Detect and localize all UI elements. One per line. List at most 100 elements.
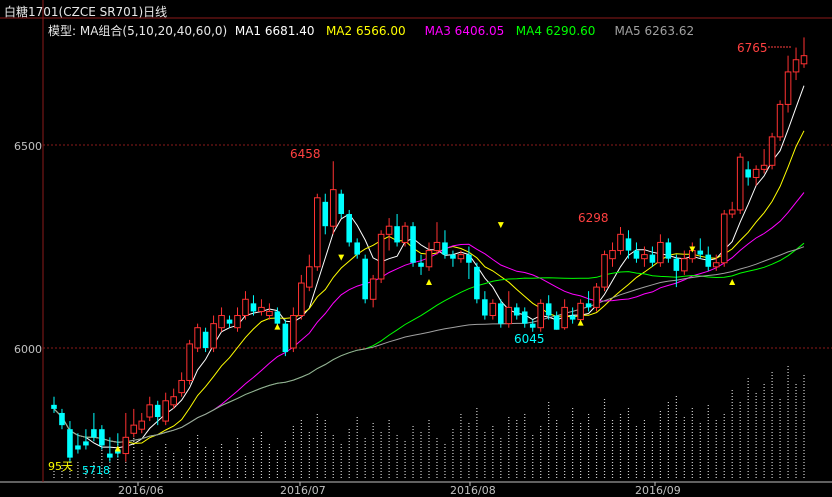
candle-body-down (75, 445, 81, 450)
candle-body-up (314, 197, 321, 268)
candle-body-up (266, 310, 273, 317)
candle-body-down (410, 226, 416, 263)
candle-body-down (569, 315, 576, 320)
signal-arrow (729, 278, 736, 285)
candle-body-down (498, 303, 504, 324)
candle-body-up (537, 302, 544, 329)
candle-body-down (466, 254, 472, 263)
candle-body-up (329, 189, 337, 227)
candle-body-up (385, 225, 393, 235)
signal-arrow (274, 323, 281, 330)
x-tick-0: 2016/06 (118, 484, 164, 497)
annotation-low-6045: 6045 (514, 332, 545, 346)
candle-body-up (712, 262, 720, 268)
annotation-peak-6458: 6458 (290, 147, 321, 161)
candle-body-up (130, 424, 138, 434)
candle-body-down (482, 299, 488, 316)
candle-body-down (442, 242, 448, 255)
candle-body-up (561, 306, 568, 329)
candle-body-up (242, 298, 249, 317)
candle-body-up (457, 254, 465, 260)
candle-body-down (649, 254, 656, 263)
candle-body-down (673, 258, 680, 271)
candle-body-up (768, 136, 776, 166)
signal-arrow (426, 278, 432, 285)
candle-body-up (377, 233, 385, 280)
candle-body-down (418, 262, 424, 267)
candle-body-down (362, 258, 368, 300)
ma-model-label: 模型: MA组合(5,10,20,40,60,0) (48, 24, 228, 38)
candle-body-up (369, 278, 377, 300)
candle-body-up (210, 323, 217, 349)
candle-body-up (577, 302, 584, 321)
candle-body-up (162, 400, 169, 422)
candle-body-down (51, 404, 57, 409)
candle-body-down (705, 254, 712, 267)
candle-body-up (601, 254, 608, 288)
candle-body-up (792, 59, 800, 73)
chart-title: 白糖1701(CZCE SR701)日线 (4, 5, 168, 19)
candle-body-up (736, 156, 744, 211)
candle-body-down (665, 242, 672, 259)
ma2-line (53, 130, 805, 444)
ma-legend: 模型: MA组合(5,10,20,40,60,0) MA1 6681.40 MA… (48, 22, 694, 39)
ma3-label: MA3 6406.05 (424, 24, 505, 38)
candle-body-up (290, 315, 297, 349)
signal-arrow (689, 246, 696, 253)
candle-body-down (553, 315, 560, 330)
signal-arrow (577, 319, 584, 326)
candle-body-up (138, 420, 146, 430)
candle-body-down (202, 331, 209, 348)
candle-body-down (282, 323, 289, 353)
candle-body-up (170, 396, 177, 406)
candle-body-up (234, 315, 241, 329)
candle-body-up (641, 254, 648, 260)
candle-body-up (218, 315, 225, 329)
ma4-label: MA4 6290.60 (515, 24, 596, 38)
candle-body-down (346, 214, 353, 243)
candle-body-up (186, 343, 193, 381)
ma1-label: MA1 6681.40 (234, 24, 315, 38)
candle-body-down (450, 254, 456, 259)
candle-body-up (657, 241, 664, 264)
ma2-label: MA2 6566.00 (325, 24, 406, 38)
candle-body-down (338, 193, 345, 215)
y-tick-6000: 6000 (14, 343, 42, 356)
candle-body-down (474, 266, 480, 300)
candle-body-up (681, 258, 688, 272)
candle-body-up (752, 168, 760, 178)
annotation-peak-6298: 6298 (578, 211, 609, 225)
candle-body-up (194, 327, 201, 349)
candle-body-up (760, 164, 768, 170)
candle-body-down (154, 404, 161, 418)
annotation-days: 95天 (48, 460, 73, 473)
candle-body-up (776, 103, 784, 138)
candle-body-up (489, 302, 497, 317)
annotation-low-5718: 5718 (82, 464, 110, 477)
x-tick-1: 2016/07 (280, 484, 326, 497)
candle-body-up (609, 250, 616, 260)
candle-body-up (593, 286, 600, 308)
candle-body-down (226, 319, 233, 324)
x-tick-2: 2016/08 (450, 484, 496, 497)
candle-body-up (800, 55, 808, 65)
y-tick-6500: 6500 (14, 140, 42, 153)
candle-body-up (298, 282, 305, 317)
candle-body-up (146, 404, 154, 418)
x-tick-3: 2016/09 (635, 484, 681, 497)
candle-body-up (258, 306, 265, 312)
candle-body-down (91, 429, 97, 438)
candle-body-up (425, 250, 433, 268)
candle-body-up (122, 436, 130, 455)
candle-body-up (728, 209, 736, 215)
candle-body-down (322, 201, 329, 227)
candle-body-down (354, 242, 360, 255)
candle-body-down (59, 412, 65, 426)
candle-body-up (784, 71, 792, 105)
candle-body-up (720, 213, 728, 264)
candle-body-up (617, 233, 624, 252)
signal-arrow (114, 445, 121, 452)
candle-body-down (83, 441, 89, 446)
candle-body-down (529, 323, 536, 328)
